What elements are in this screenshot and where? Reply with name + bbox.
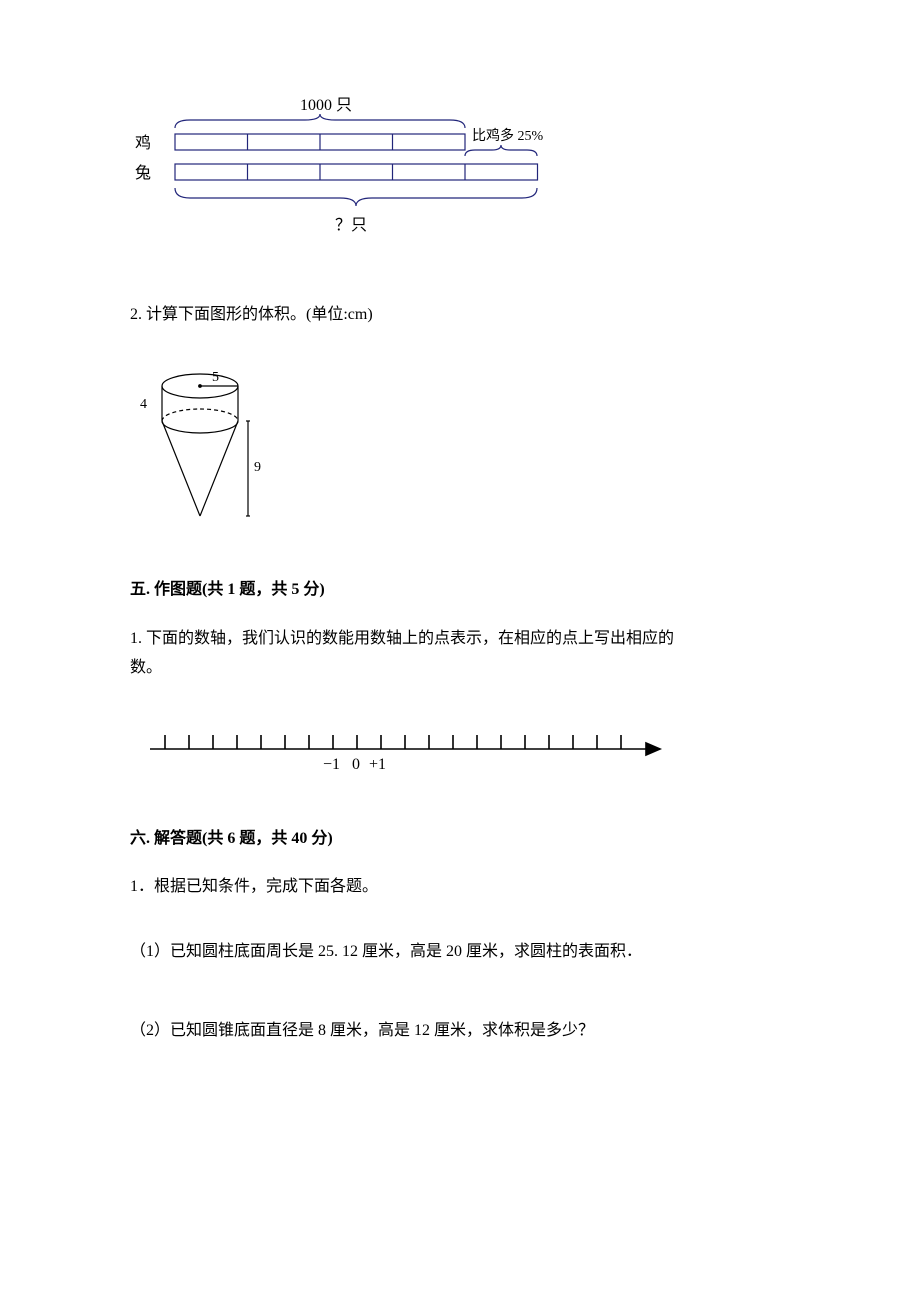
chicken-label: 鸡	[135, 134, 151, 152]
solid-svg: 5 4 9	[130, 366, 280, 536]
section6-q1: 1．根据已知条件，完成下面各题。	[130, 873, 790, 902]
nl-pos1: +1	[369, 756, 386, 773]
right-brace	[465, 145, 537, 156]
nl-neg1: −1	[323, 756, 340, 773]
chicken-bar	[175, 134, 465, 150]
section6-q1-2: （2）已知圆锥底面直径是 8 厘米，高是 12 厘米，求体积是多少？	[130, 1017, 790, 1046]
section-6-title: 六. 解答题(共 6 题，共 40 分)	[130, 825, 790, 854]
radius-label: 5	[212, 370, 219, 385]
section-5-title: 五. 作图题(共 1 题，共 5 分)	[130, 576, 790, 605]
right-height-label: 9	[254, 460, 261, 475]
right-label: 比鸡多 25%	[472, 127, 543, 144]
rabbit-bar	[175, 164, 538, 180]
solid-figure: 5 4 9	[130, 366, 790, 547]
numberline-ticks	[165, 735, 621, 749]
number-line: −1 0 +1	[130, 719, 790, 795]
problem-2-text: 2. 计算下面图形的体积。(单位:cm)	[130, 301, 790, 330]
s5-q1-line1: 1. 下面的数轴，我们认识的数能用数轴上的点表示，在相应的点上写出相应的	[130, 625, 790, 654]
section6-q1-1: （1）已知圆柱底面周长是 25. 12 厘米，高是 20 厘米，求圆柱的表面积．	[130, 938, 790, 967]
section5-q1: 1. 下面的数轴，我们认识的数能用数轴上的点表示，在相应的点上写出相应的 数。	[130, 625, 790, 683]
bottom-label: ？只	[335, 217, 367, 234]
bar-diagram-svg: 1000 只 鸡 兔 比鸡多 25	[130, 90, 560, 260]
s5-q1-line2: 数。	[130, 654, 790, 683]
numberline-svg: −1 0 +1	[130, 719, 690, 784]
solid-shape	[162, 374, 250, 516]
nl-zero: 0	[352, 756, 360, 773]
bottom-brace	[175, 188, 537, 206]
left-label: 4	[140, 397, 147, 412]
bar-diagram: 1000 只 鸡 兔 比鸡多 25	[130, 90, 790, 271]
bar-top-label: 1000 只	[300, 97, 352, 114]
rabbit-label: 兔	[135, 164, 151, 182]
top-brace	[175, 114, 465, 128]
